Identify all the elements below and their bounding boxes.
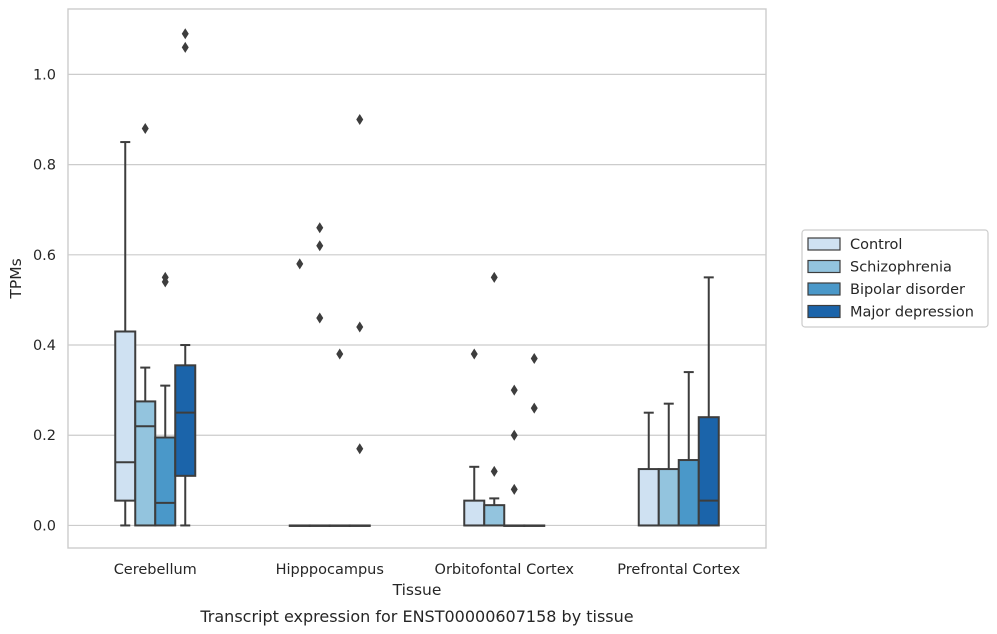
outlier-point <box>316 240 324 252</box>
legend-swatch <box>807 237 841 251</box>
y-tick-label: 0.8 <box>33 158 56 174</box>
boxes <box>114 28 720 527</box>
box-body <box>697 416 720 527</box>
x-tick-label: Orbitofontal Cortex <box>435 562 575 578</box>
legend-frame <box>801 229 989 328</box>
outlier-point <box>161 271 169 283</box>
y-tick-label: 0.4 <box>33 338 56 354</box>
box-prefrontal-cortex-major-depression <box>697 276 720 527</box>
x-tick-label: Cerebellum <box>114 562 197 578</box>
x-axis-ticks: Cerebellum Hipppocampus Orbitofontal Corte… <box>114 562 741 578</box>
y-tick-label: 1.0 <box>33 67 56 83</box>
legend-label: Major depression <box>850 305 974 321</box>
box-body <box>134 400 157 527</box>
legend-item: Control <box>807 237 902 253</box>
box-hipppocampus-control <box>288 258 311 527</box>
box-hipppocampus-schizophrenia <box>308 222 331 527</box>
legend-swatch <box>807 282 841 296</box>
outlier-point <box>316 222 324 234</box>
box-prefrontal-cortex-schizophrenia <box>657 402 680 527</box>
outlier-point <box>470 348 478 360</box>
legend-label: Control <box>850 237 902 253</box>
outlier-point <box>510 429 518 441</box>
outlier-point <box>316 312 324 324</box>
outlier-point <box>141 123 149 135</box>
box-cerebellum-major-depression <box>174 28 197 527</box>
box-body <box>154 436 177 527</box>
box-orbitofontal-cortex-major-depression <box>523 353 546 527</box>
x-axis-label: Tissue <box>392 581 442 599</box>
outlier-point <box>490 465 498 477</box>
box-hipppocampus-bipolar-disorder <box>328 348 351 527</box>
box-body <box>637 468 660 527</box>
outlier-point <box>356 114 364 126</box>
outlier-point <box>510 384 518 396</box>
outlier-point <box>356 321 364 333</box>
outlier-point <box>181 41 189 53</box>
box-cerebellum-schizophrenia <box>134 123 157 527</box>
chart-caption: Transcript expression for ENST0000060715… <box>199 607 633 626</box>
legend-item: Major depression <box>807 304 974 321</box>
legend-swatch <box>807 304 841 319</box>
outlier-point <box>530 353 538 365</box>
box-body <box>657 468 680 527</box>
box-prefrontal-cortex-control <box>637 411 660 527</box>
outlier-point <box>296 258 304 270</box>
x-tick-label: Hipppocampus <box>276 562 384 578</box>
legend-item: Schizophrenia <box>807 259 952 276</box>
legend-swatch <box>807 259 841 274</box>
x-tick-label: Prefrontal Cortex <box>617 562 740 578</box>
box-cerebellum-bipolar-disorder <box>154 271 177 527</box>
box-body <box>483 504 506 527</box>
outlier-point <box>490 271 498 283</box>
legend-item: Bipolar disorder <box>807 282 965 298</box>
box-orbitofontal-cortex-bipolar-disorder <box>503 384 526 527</box>
outlier-point <box>181 28 189 40</box>
box-body <box>463 499 486 527</box>
outlier-point <box>356 443 364 455</box>
outlier-point <box>336 348 344 360</box>
legend-label: Schizophrenia <box>850 260 952 276</box>
outlier-point <box>530 402 538 414</box>
outlier-point <box>510 483 518 495</box>
y-axis-ticks: 0.0 0.2 0.4 0.6 0.8 1.0 <box>33 67 56 534</box>
y-tick-label: 0.0 <box>33 518 56 534</box>
box-orbitofontal-cortex-schizophrenia <box>483 271 506 527</box>
y-tick-label: 0.6 <box>33 248 56 264</box>
box-body <box>677 459 700 527</box>
box-body <box>174 364 197 477</box>
y-tick-label: 0.2 <box>33 428 56 444</box>
box-body <box>114 330 137 502</box>
plot-frame <box>67 8 767 549</box>
y-axis-label: TPMs <box>7 258 25 299</box>
legend-label: Bipolar disorder <box>850 282 965 298</box>
box-cerebellum-control <box>114 141 137 527</box>
box-orbitofontal-cortex-control <box>463 348 486 527</box>
box-prefrontal-cortex-bipolar-disorder <box>677 371 700 527</box>
box-hipppocampus-major-depression <box>348 114 371 527</box>
legend: Control Schizophrenia Bipolar disorder Majo… <box>801 229 989 328</box>
